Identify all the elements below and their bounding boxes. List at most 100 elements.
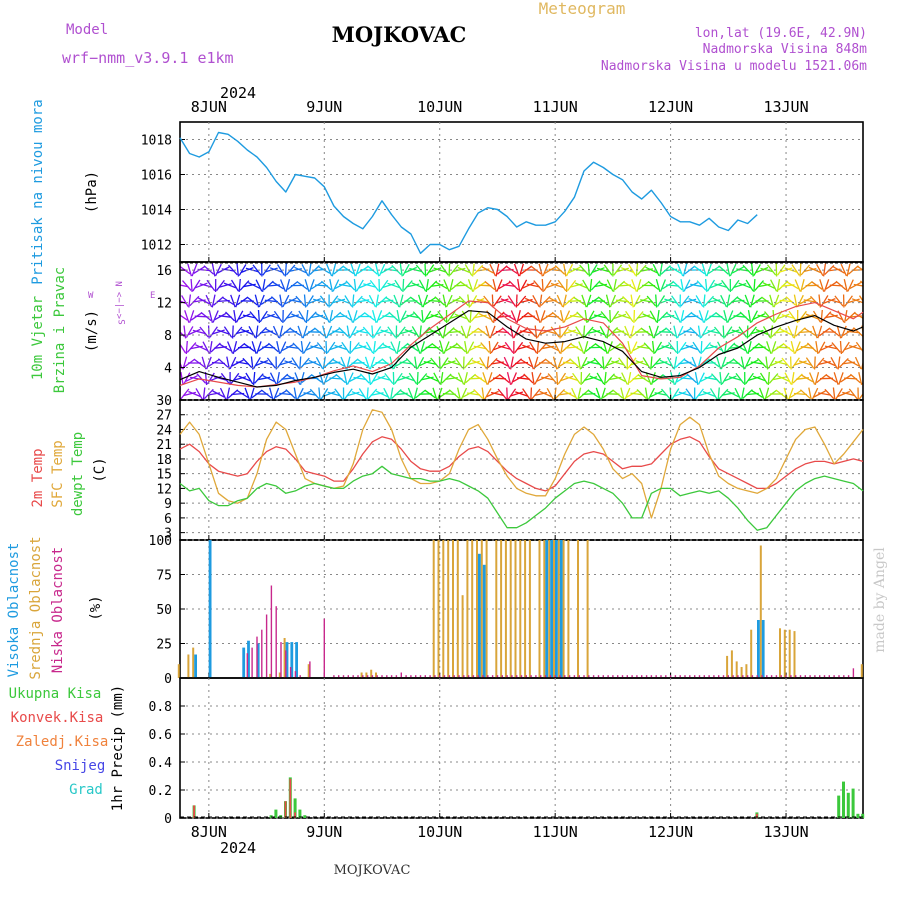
wind-arrow [530, 342, 537, 353]
wind-arrow [380, 280, 388, 291]
precip-legend-item: Konvek.Kisa [11, 710, 104, 726]
top-day-label: 10JUN [417, 98, 462, 116]
mid-cloud-bar [486, 540, 488, 678]
mid-cloud-bar [563, 540, 565, 678]
wind-arrow [213, 311, 218, 323]
wind-arrow [661, 280, 666, 292]
wind-arrow [270, 388, 273, 401]
temp-ylabel-sfc: SFC Temp [50, 440, 66, 507]
mid-cloud-bar [539, 540, 541, 678]
wind-arrow [344, 372, 347, 385]
wind-arrow [299, 311, 306, 322]
year-bottom: 2024 [220, 839, 256, 857]
mid-cloud-bar [178, 664, 180, 678]
wind-arrow [611, 311, 618, 322]
mid-cloud-bar [789, 630, 791, 678]
conv-rain-bar [289, 779, 291, 818]
total-rain-bar [303, 815, 306, 818]
mid-cloud-bar [587, 540, 589, 678]
wind-arrow [441, 358, 448, 369]
y-tick-label: 16 [156, 264, 172, 279]
meteogram-title: Meteogram [539, 0, 626, 18]
wind-arrow [369, 295, 375, 307]
wind-arrow [809, 388, 812, 401]
wind-arrow [423, 295, 427, 307]
wind-arrow [836, 388, 843, 399]
wind-arrow [812, 388, 818, 400]
wind-arrow [557, 372, 558, 385]
mid-cloud-bar [192, 648, 194, 678]
wind-arrow [277, 341, 280, 354]
wind-arrow [286, 279, 289, 292]
wind-arrow [326, 341, 327, 354]
mid-cloud-bar [731, 650, 733, 678]
wind-arrow [212, 295, 215, 308]
wind-arrow [327, 342, 334, 353]
low-cloud-bar [261, 630, 262, 678]
wind-arrow [704, 310, 708, 322]
wind-arrow [333, 280, 339, 292]
wind-arrow [578, 388, 581, 401]
wind-arrow [444, 342, 449, 354]
wind-arrow [490, 326, 495, 338]
top-day-label: 13JUN [763, 98, 808, 116]
wind-arrow [231, 295, 235, 307]
mid-cloud-bar [519, 540, 521, 678]
wind-arrow [280, 342, 285, 354]
mid-cloud-bar [442, 540, 444, 678]
y-tick-label: 24 [156, 423, 172, 438]
y-tick-label: 21 [156, 438, 172, 453]
wind-arrow [596, 388, 600, 400]
y-tick-label: 0 [164, 672, 172, 687]
y-tick-label: 0.4 [149, 756, 173, 771]
wind-arrow [185, 310, 189, 322]
mid-cloud-bar [447, 540, 449, 678]
wind-arrow [761, 373, 768, 384]
wind-arrow [373, 310, 377, 323]
mid-cloud-bar [524, 540, 526, 678]
y-tick-label: 12 [156, 297, 172, 312]
wind-arrow [461, 388, 466, 400]
wind-arrow [310, 279, 315, 291]
wind-arrow [600, 326, 606, 337]
wind-arrow [699, 373, 705, 385]
wind-arrow [443, 295, 446, 308]
wind-arrow [449, 264, 450, 277]
bottom-day-label: 13JUN [763, 823, 808, 841]
wind-arrow [563, 295, 566, 308]
wind-arrow [190, 310, 194, 322]
wind-arrow [450, 279, 453, 292]
wind-arrow [774, 295, 779, 307]
wind-arrow [648, 388, 654, 400]
mid-cloud-bar [567, 540, 569, 678]
conv-rain-bar [285, 801, 287, 818]
wind-arrow [654, 326, 658, 338]
y-tick-label: 0.8 [149, 700, 172, 715]
wind-arrow [295, 373, 300, 385]
mid-cloud-bar [495, 540, 497, 678]
wind-arrow [794, 326, 797, 339]
wind-arrow [409, 373, 416, 384]
mid-cloud-bar [481, 540, 483, 678]
wind-arrow [815, 357, 816, 370]
wind-arrow [511, 326, 513, 339]
top-day-label: 8JUN [191, 98, 227, 116]
wind-arrow [629, 265, 636, 276]
y-tick-label: 0 [164, 812, 172, 827]
y-tick-label: 6 [164, 512, 172, 527]
wind-arrow [607, 295, 610, 308]
wind-arrow [810, 373, 815, 385]
wind-arrow [298, 326, 302, 338]
high-cloud-bar [560, 540, 563, 678]
wind-arrow [236, 295, 240, 307]
wind-arrow [480, 357, 487, 368]
high-cloud-bar [762, 620, 765, 678]
wind-arrow [581, 357, 587, 369]
mid-cloud-bar [462, 595, 464, 678]
low-cloud-bar [309, 661, 310, 678]
mid-cloud-bar [510, 540, 512, 678]
wind-arrow [622, 373, 628, 385]
